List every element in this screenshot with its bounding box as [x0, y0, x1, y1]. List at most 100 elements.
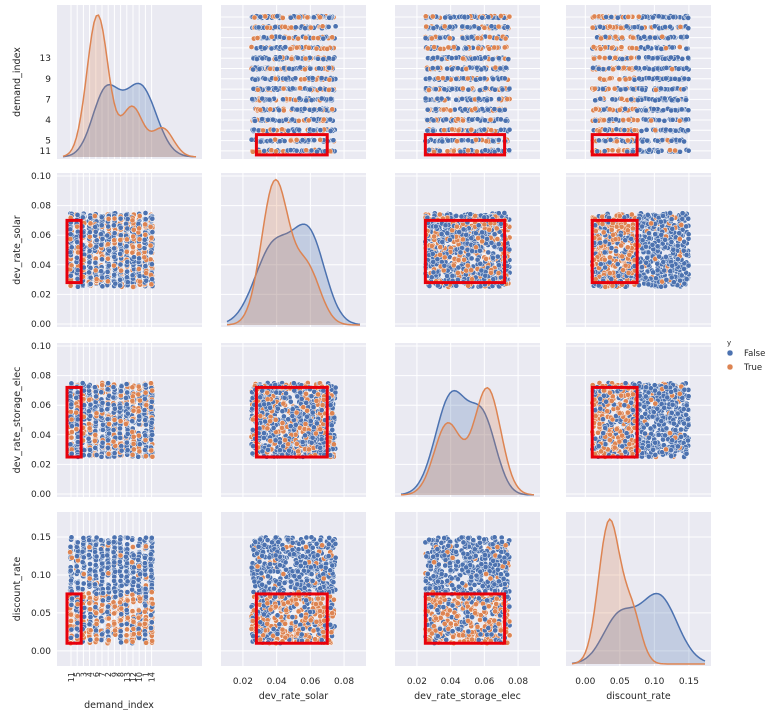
point-false — [68, 250, 73, 255]
point-true — [484, 256, 489, 261]
point-false — [647, 147, 652, 152]
point-false — [502, 107, 507, 112]
point-true — [305, 15, 310, 20]
point-false — [254, 56, 259, 61]
point-false — [686, 26, 691, 31]
point-false — [333, 24, 338, 29]
point-true — [592, 14, 597, 19]
point-false — [596, 66, 601, 71]
point-false — [495, 254, 500, 259]
point-false — [681, 87, 686, 92]
point-false — [466, 138, 471, 143]
point-false — [290, 117, 295, 122]
point-false — [447, 24, 452, 29]
point-false — [449, 56, 454, 61]
point-false — [250, 97, 255, 102]
point-false — [283, 76, 288, 81]
point-true — [626, 14, 631, 19]
point-false — [603, 127, 608, 132]
point-true — [137, 237, 142, 242]
point-true — [495, 236, 500, 241]
point-false — [93, 224, 98, 229]
point-true — [88, 221, 93, 226]
point-true — [677, 44, 682, 49]
point-false — [256, 25, 261, 30]
point-false — [657, 118, 662, 123]
point-false — [660, 138, 665, 143]
point-true — [617, 77, 622, 82]
point-false — [277, 118, 282, 123]
point-false — [468, 212, 473, 217]
point-false — [669, 138, 674, 143]
point-true — [465, 263, 470, 268]
point-true — [94, 277, 99, 282]
point-true — [429, 36, 434, 41]
point-true — [318, 137, 323, 142]
point-false — [610, 97, 615, 102]
point-false — [312, 107, 317, 112]
point-false — [623, 87, 628, 92]
point-false — [423, 96, 428, 101]
point-true — [623, 77, 628, 82]
point-false — [614, 127, 619, 132]
point-false — [670, 45, 675, 50]
point-true — [111, 263, 116, 268]
point-false — [107, 248, 112, 253]
point-false — [258, 14, 263, 19]
point-false — [288, 15, 293, 20]
point-false — [266, 86, 271, 91]
point-false — [496, 263, 501, 268]
point-true — [105, 279, 110, 284]
point-false — [445, 273, 450, 278]
point-true — [591, 56, 596, 61]
point-false — [655, 76, 660, 81]
point-false — [497, 96, 502, 101]
point-true — [148, 224, 153, 229]
point-false — [150, 216, 155, 221]
point-false — [671, 14, 676, 19]
point-true — [438, 245, 443, 250]
point-false — [458, 250, 463, 255]
point-false — [429, 275, 434, 280]
point-false — [143, 210, 148, 215]
point-true — [69, 263, 74, 268]
point-false — [318, 128, 323, 133]
point-true — [466, 148, 471, 153]
point-false — [662, 96, 667, 101]
point-true — [446, 45, 451, 50]
point-true — [130, 245, 135, 250]
point-false — [655, 138, 660, 143]
point-true — [441, 268, 446, 273]
point-true — [288, 138, 293, 143]
point-true — [302, 67, 307, 72]
point-false — [442, 263, 447, 268]
point-false — [431, 259, 436, 264]
point-false — [311, 15, 316, 20]
point-false — [439, 57, 444, 62]
point-false — [604, 14, 609, 19]
point-false — [319, 96, 324, 101]
point-false — [294, 148, 299, 153]
point-false — [631, 87, 636, 92]
point-false — [75, 284, 80, 289]
point-false — [496, 56, 501, 61]
point-true — [451, 45, 456, 50]
point-false — [503, 118, 508, 123]
point-false — [446, 138, 451, 143]
point-true — [475, 35, 480, 40]
point-true — [598, 46, 603, 51]
point-false — [624, 24, 629, 29]
point-true — [451, 148, 456, 153]
point-false — [68, 273, 73, 278]
point-false — [483, 273, 488, 278]
point-false — [260, 117, 265, 122]
point-true — [620, 35, 625, 40]
point-true — [273, 137, 278, 142]
point-true — [314, 46, 319, 51]
point-false — [260, 56, 265, 61]
point-false — [98, 232, 103, 237]
point-false — [490, 138, 495, 143]
point-false — [319, 76, 324, 81]
point-false — [283, 45, 288, 50]
